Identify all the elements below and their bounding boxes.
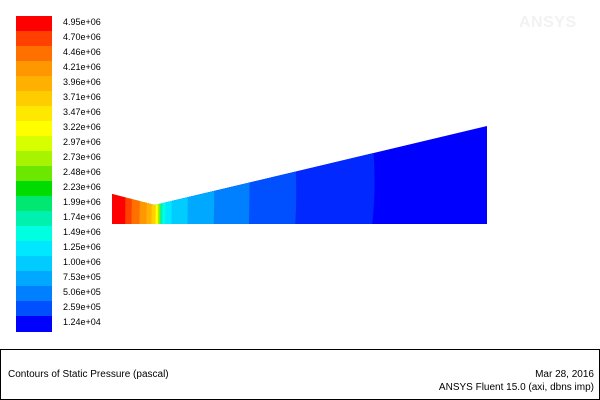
legend-swatch bbox=[16, 226, 52, 242]
solver-label: ANSYS Fluent 15.0 (axi, dbns imp) bbox=[438, 382, 594, 393]
legend-label: 4.95e+06 bbox=[63, 17, 101, 27]
legend-swatch bbox=[16, 91, 52, 107]
legend-swatch bbox=[16, 166, 52, 182]
legend-swatch bbox=[16, 286, 52, 302]
legend-swatch bbox=[16, 181, 52, 197]
legend-swatch bbox=[16, 31, 52, 47]
legend-label: 4.70e+06 bbox=[63, 32, 101, 42]
legend-label: 2.48e+06 bbox=[63, 167, 101, 177]
legend-swatch bbox=[16, 301, 52, 317]
title-panel: Contours of Static Pressure (pascal) Mar… bbox=[0, 349, 600, 400]
legend-swatch bbox=[16, 151, 52, 167]
color-legend bbox=[16, 16, 52, 332]
legend-label: 3.47e+06 bbox=[63, 107, 101, 117]
legend-swatch bbox=[16, 76, 52, 92]
legend-label: 2.73e+06 bbox=[63, 152, 101, 162]
legend-swatch bbox=[16, 106, 52, 122]
legend-label: 3.71e+06 bbox=[63, 92, 101, 102]
legend-swatch bbox=[16, 46, 52, 62]
legend-swatch bbox=[16, 271, 52, 287]
legend-label: 2.59e+05 bbox=[63, 302, 101, 312]
legend-label: 4.46e+06 bbox=[63, 47, 101, 57]
legend-swatch bbox=[16, 121, 52, 137]
legend-swatch bbox=[16, 211, 52, 227]
ansys-watermark: ANSYS bbox=[519, 14, 577, 31]
legend-label: 1.49e+06 bbox=[63, 227, 101, 237]
legend-swatch bbox=[16, 241, 52, 257]
legend-swatch bbox=[16, 16, 52, 32]
graphics-window[interactable]: 4.95e+06 4.70e+06 4.46e+06 4.21e+06 3.96e+06… bbox=[0, 0, 600, 350]
legend-label: 2.97e+06 bbox=[63, 137, 101, 147]
legend-label: 4.21e+06 bbox=[63, 62, 101, 72]
legend-swatch bbox=[16, 316, 52, 332]
legend-label: 1.99e+06 bbox=[63, 197, 101, 207]
date-label: Mar 28, 2016 bbox=[535, 369, 594, 380]
legend-swatch bbox=[16, 136, 52, 152]
legend-label: 1.24e+04 bbox=[63, 317, 101, 327]
legend-label: 7.53e+05 bbox=[63, 272, 101, 282]
legend-swatch bbox=[16, 61, 52, 77]
legend-label: 5.06e+05 bbox=[63, 287, 101, 297]
legend-label: 2.23e+06 bbox=[63, 182, 101, 192]
contour-band bbox=[112, 126, 126, 224]
contour-title: Contours of Static Pressure (pascal) bbox=[8, 369, 169, 380]
legend-label: 1.74e+06 bbox=[63, 212, 101, 222]
legend-label: 1.00e+06 bbox=[63, 257, 101, 267]
legend-label: 3.22e+06 bbox=[63, 122, 101, 132]
legend-label: 1.25e+06 bbox=[63, 242, 101, 252]
contour-plot[interactable] bbox=[0, 0, 600, 350]
legend-swatch bbox=[16, 256, 52, 272]
pressure-field bbox=[112, 126, 487, 224]
legend-label: 3.96e+06 bbox=[63, 77, 101, 87]
legend-swatch bbox=[16, 196, 52, 212]
